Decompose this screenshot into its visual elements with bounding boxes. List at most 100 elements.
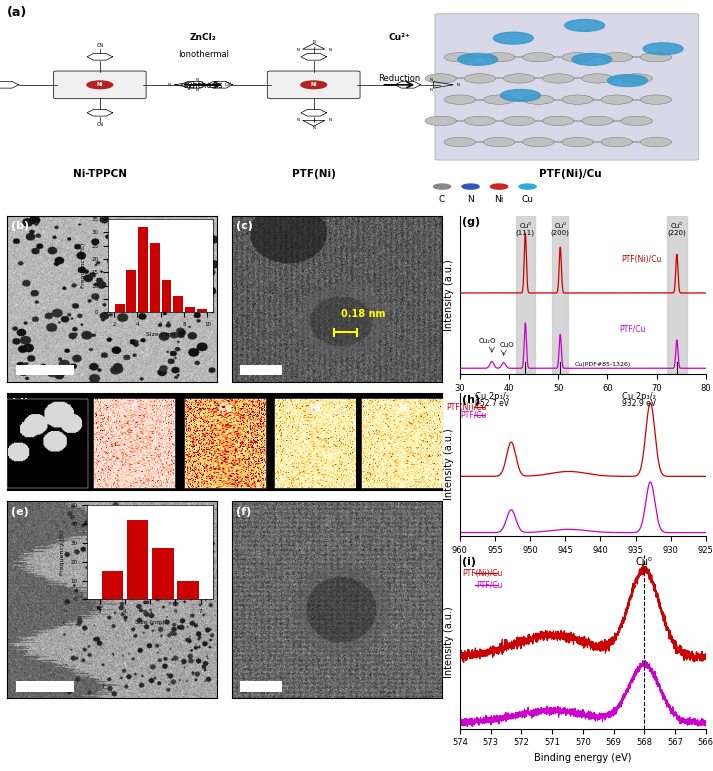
Text: Cu 2p₁/₂: Cu 2p₁/₂ xyxy=(475,392,508,402)
Text: PTF(Ni): PTF(Ni) xyxy=(292,169,336,179)
Text: Reduction: Reduction xyxy=(378,74,421,83)
Circle shape xyxy=(483,52,515,62)
Circle shape xyxy=(621,74,652,83)
Text: N: N xyxy=(296,48,299,52)
Circle shape xyxy=(640,137,672,146)
Circle shape xyxy=(582,74,613,83)
Circle shape xyxy=(462,184,479,189)
Circle shape xyxy=(562,95,593,104)
Text: CuO: CuO xyxy=(499,342,514,348)
Circle shape xyxy=(425,116,456,126)
Circle shape xyxy=(640,52,672,62)
Text: (c): (c) xyxy=(236,221,253,231)
Text: Cu(PDF#85-1326): Cu(PDF#85-1326) xyxy=(575,362,631,367)
Circle shape xyxy=(640,95,672,104)
Circle shape xyxy=(493,32,533,44)
Circle shape xyxy=(523,95,554,104)
FancyBboxPatch shape xyxy=(267,71,360,99)
Text: Ni-TPPCN: Ni-TPPCN xyxy=(73,169,127,179)
Text: 952.7 eV: 952.7 eV xyxy=(475,399,508,408)
Circle shape xyxy=(301,81,327,89)
Text: N: N xyxy=(195,78,198,82)
Circle shape xyxy=(562,137,593,146)
Text: 50 nm: 50 nm xyxy=(18,365,49,375)
Circle shape xyxy=(87,81,113,89)
Bar xyxy=(516,216,535,374)
Text: PTF(Ni)/Cu: PTF(Ni)/Cu xyxy=(539,169,602,179)
Circle shape xyxy=(565,19,605,32)
Text: PTF/Cu: PTF/Cu xyxy=(619,324,645,333)
X-axis label: 2θ (degree): 2θ (degree) xyxy=(555,398,611,408)
Y-axis label: Intensity (a.u.): Intensity (a.u.) xyxy=(444,259,454,331)
Text: CN: CN xyxy=(96,42,103,48)
Circle shape xyxy=(543,74,574,83)
Circle shape xyxy=(483,137,515,146)
Circle shape xyxy=(601,95,632,104)
Circle shape xyxy=(582,116,613,126)
Circle shape xyxy=(601,52,632,62)
Text: Cu 2p₃/₂: Cu 2p₃/₂ xyxy=(622,392,656,402)
Text: Cu⁰: Cu⁰ xyxy=(636,557,653,567)
Bar xyxy=(16,681,74,692)
Text: Cu⁰
(220): Cu⁰ (220) xyxy=(667,223,686,236)
Text: synthesis: synthesis xyxy=(183,81,223,89)
Y-axis label: Intensity (a.u.): Intensity (a.u.) xyxy=(444,429,454,500)
Circle shape xyxy=(501,89,540,101)
Bar xyxy=(240,681,282,692)
Text: ZnCl₂: ZnCl₂ xyxy=(190,33,217,42)
Text: (d): (d) xyxy=(11,398,30,408)
Circle shape xyxy=(444,95,476,104)
Text: Ionothermal: Ionothermal xyxy=(178,50,229,59)
Text: N: N xyxy=(328,48,332,52)
Y-axis label: Intensity (a.u.): Intensity (a.u.) xyxy=(444,606,454,678)
Circle shape xyxy=(464,74,496,83)
Text: PTF/Cu: PTF/Cu xyxy=(476,581,503,590)
X-axis label: Binding energy (eV): Binding energy (eV) xyxy=(534,752,632,763)
FancyBboxPatch shape xyxy=(53,71,146,99)
Text: Cu⁰
(111): Cu⁰ (111) xyxy=(515,223,535,236)
Circle shape xyxy=(444,52,476,62)
Text: N: N xyxy=(457,82,460,87)
Text: PTF(Ni)/Cu: PTF(Ni)/Cu xyxy=(463,568,503,577)
Text: (i): (i) xyxy=(462,557,476,567)
Text: 5 nm: 5 nm xyxy=(242,682,267,691)
Text: (e): (e) xyxy=(11,507,29,517)
Bar xyxy=(240,365,282,375)
Text: N: N xyxy=(168,82,170,87)
Circle shape xyxy=(607,75,647,86)
Text: N: N xyxy=(296,118,299,122)
Text: N: N xyxy=(467,195,474,204)
Text: (a): (a) xyxy=(7,6,27,19)
Text: CN: CN xyxy=(96,122,103,127)
Circle shape xyxy=(491,184,508,189)
Text: Cu⁰
(200): Cu⁰ (200) xyxy=(551,223,570,236)
Circle shape xyxy=(444,137,476,146)
Text: N: N xyxy=(429,78,432,82)
Text: PTF(Ni)/Cu: PTF(Ni)/Cu xyxy=(446,402,486,412)
X-axis label: Binding energy (eV): Binding energy (eV) xyxy=(534,560,632,570)
Circle shape xyxy=(572,53,612,66)
Circle shape xyxy=(458,53,498,66)
Circle shape xyxy=(562,52,593,62)
Text: 50 nm: 50 nm xyxy=(18,682,49,691)
Text: CN: CN xyxy=(225,82,232,87)
Text: 0.18 nm: 0.18 nm xyxy=(341,308,386,318)
Text: PTF(Ni)/Cu: PTF(Ni)/Cu xyxy=(622,254,662,264)
Circle shape xyxy=(523,52,554,62)
Text: Ni: Ni xyxy=(310,82,317,87)
Text: N: N xyxy=(312,126,315,130)
Text: Cu: Cu xyxy=(522,195,533,204)
Text: Ni: Ni xyxy=(96,82,103,87)
Text: (f): (f) xyxy=(236,507,251,517)
Text: Ni: Ni xyxy=(494,195,504,204)
Bar xyxy=(16,365,74,375)
Circle shape xyxy=(543,116,574,126)
Bar xyxy=(667,216,687,374)
Circle shape xyxy=(519,184,536,189)
Bar xyxy=(553,216,568,374)
Text: N: N xyxy=(312,40,315,44)
Text: Cu²⁺: Cu²⁺ xyxy=(389,33,410,42)
Text: 5 nm: 5 nm xyxy=(242,365,267,375)
Circle shape xyxy=(643,43,683,55)
Text: C: C xyxy=(439,195,445,204)
